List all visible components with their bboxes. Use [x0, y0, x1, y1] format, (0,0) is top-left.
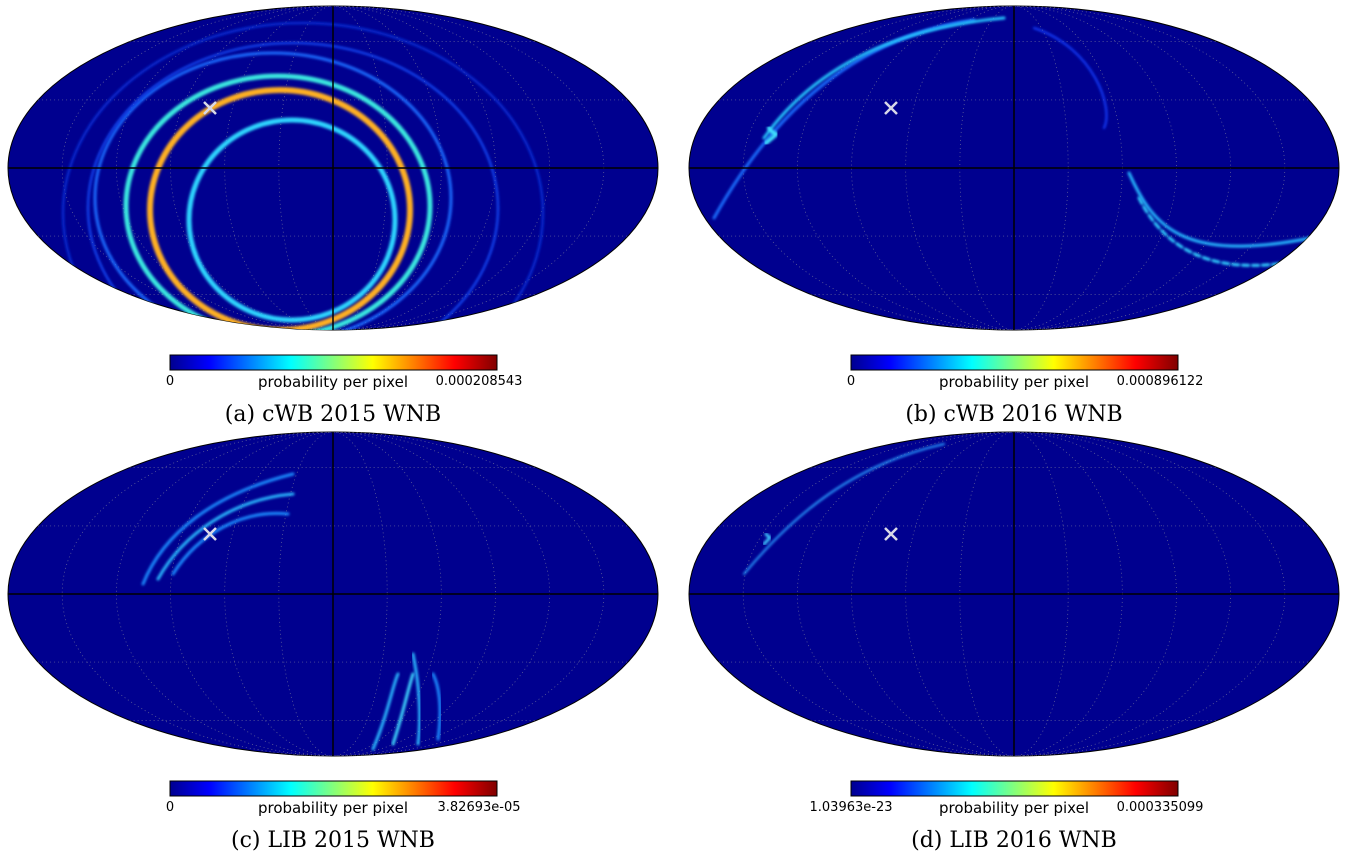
probability-arc: [1033, 27, 1108, 129]
probability-arc: [391, 672, 415, 746]
probability-ring: [62, 22, 544, 330]
probability-arc: [762, 532, 772, 546]
probability-arc: [371, 672, 400, 751]
colorbar-label: probability per pixel: [939, 799, 1089, 817]
panel-caption: (d) LIB 2016 WNB: [911, 828, 1117, 853]
probability-arc: [171, 511, 290, 576]
probability-arc: [431, 672, 442, 741]
source-marker: [203, 527, 217, 541]
colorbar-max: 3.82693e-05: [438, 800, 521, 815]
colorbar: [169, 780, 498, 797]
probability-arc: [141, 472, 295, 586]
sky-map-panel: 1.03963e-23 0.000335099 probability per pi…: [688, 431, 1340, 853]
probability-arc: [411, 652, 422, 746]
panel-caption: (b) cWB 2016 WNB: [905, 402, 1122, 427]
colorbar-min: 0: [847, 374, 855, 389]
probability-ring: [186, 117, 398, 323]
probability-ring: [147, 87, 413, 330]
sky-map-panel: 0 3.82693e-05 probability per pixel (c) LIB…: [7, 431, 659, 853]
sky-map-panel: 0 0.000896122 probability per pixel (b) cWB…: [688, 5, 1340, 427]
colorbar-max: 0.000335099: [1117, 800, 1204, 815]
colorbar-max: 0.000896122: [1117, 374, 1204, 389]
panel-caption: (c) LIB 2015 WNB: [231, 828, 435, 853]
probability-ring: [123, 73, 433, 330]
colorbar: [850, 354, 1179, 371]
colorbar-min: 1.03963e-23: [810, 800, 893, 815]
colorbar-min: 0: [166, 800, 174, 815]
colorbar-min: 0: [166, 374, 174, 389]
source-marker: [884, 101, 898, 115]
colorbar-label: probability per pixel: [258, 799, 408, 817]
probability-arc: [762, 16, 1006, 140]
colorbar: [169, 354, 498, 371]
probability-arc: [1127, 171, 1336, 248]
colorbar-label: probability per pixel: [258, 373, 408, 391]
colorbar-max: 0.000208543: [436, 374, 523, 389]
probability-arc: [743, 443, 945, 575]
probability-arc: [156, 492, 295, 581]
colorbar-label: probability per pixel: [939, 373, 1089, 391]
sky-map-panel: 0 0.000208543 probability per pixel (a) cWB…: [7, 5, 659, 427]
probability-ring: [93, 51, 453, 330]
probability-arc: [764, 126, 779, 145]
probability-ring: [87, 42, 499, 330]
source-marker: [203, 101, 217, 115]
colorbar: [850, 780, 1179, 797]
panel-caption: (a) cWB 2015 WNB: [225, 402, 441, 427]
source-marker: [884, 527, 898, 541]
